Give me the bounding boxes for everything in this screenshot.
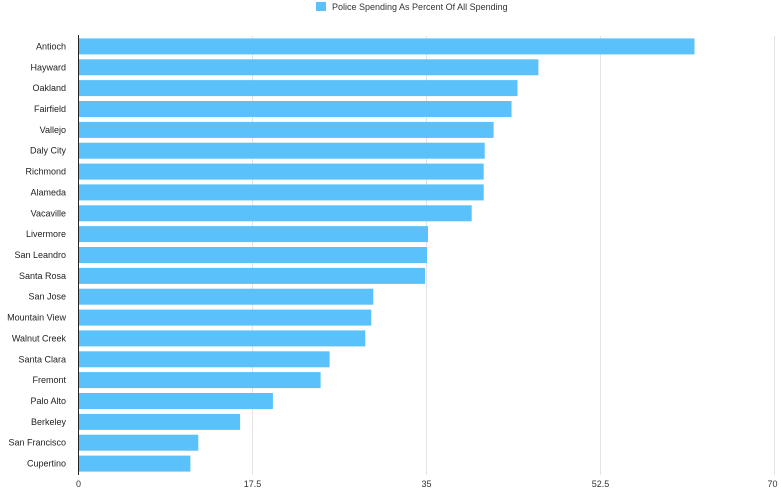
x-tick-label: 52.5	[592, 479, 610, 488]
bar	[79, 121, 494, 138]
category-label: Mountain View	[7, 313, 66, 323]
legend-swatch	[316, 2, 326, 11]
category-label: Antioch	[36, 41, 66, 51]
legend-entry: Police Spending As Percent Of All Spendi…	[332, 2, 508, 12]
bar	[79, 288, 374, 305]
category-label: Berkeley	[31, 417, 67, 427]
bar	[79, 309, 372, 326]
category-label: Fairfield	[34, 104, 66, 114]
category-label: Hayward	[30, 62, 66, 72]
bars	[79, 38, 695, 472]
category-label: Vallejo	[40, 125, 66, 135]
category-label: San Leandro	[14, 250, 66, 260]
category-label: Cupertino	[27, 459, 66, 469]
bar	[79, 267, 425, 284]
x-tick-label: 35	[421, 479, 431, 488]
bar	[79, 59, 539, 76]
bar	[79, 247, 427, 263]
bar	[79, 393, 273, 409]
bar	[79, 330, 366, 347]
x-tick-label: 70	[767, 479, 777, 488]
category-label: Livermore	[26, 229, 66, 239]
bar	[79, 184, 484, 201]
category-label: Alameda	[30, 187, 66, 197]
bar	[79, 351, 330, 368]
category-label: San Francisco	[8, 438, 66, 448]
bar	[79, 205, 472, 222]
category-label: Walnut Creek	[12, 333, 67, 343]
category-label: Vacaville	[31, 208, 66, 218]
category-label: Daly City	[30, 146, 67, 156]
x-tick-label: 0	[76, 479, 81, 488]
category-label: Oakland	[32, 83, 66, 93]
bar	[79, 413, 241, 430]
bar	[79, 226, 428, 243]
bar	[79, 455, 191, 472]
bar	[79, 142, 485, 159]
legend: Police Spending As Percent Of All Spendi…	[316, 2, 508, 12]
bar	[79, 80, 518, 97]
x-tick-label: 17.5	[244, 479, 262, 488]
category-label: Santa Clara	[18, 354, 66, 364]
category-labels: Antioch Hayward Oakland Fairfield Vallejo Dal…	[7, 41, 66, 468]
category-label: San Jose	[28, 292, 66, 302]
category-label: Santa Rosa	[19, 271, 66, 281]
category-label: Fremont	[32, 375, 66, 385]
category-label: Richmond	[25, 167, 66, 177]
bar	[79, 163, 484, 180]
category-label: Palo Alto	[30, 396, 66, 406]
bar	[79, 372, 321, 389]
bar	[79, 101, 512, 117]
bar	[79, 38, 695, 55]
bar	[79, 434, 199, 451]
x-tick-labels: 0 17.5 35 52.5 70	[76, 479, 778, 488]
